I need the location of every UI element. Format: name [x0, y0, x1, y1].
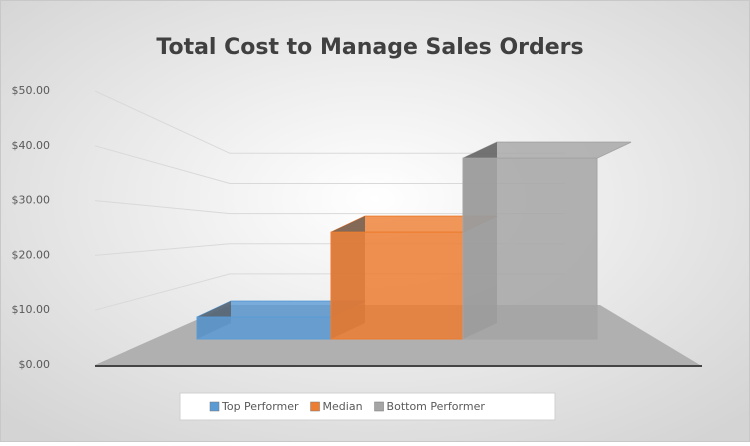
y-tick-label: $20.00: [12, 248, 51, 261]
bar: [196, 316, 332, 340]
legend-swatch: [209, 401, 220, 412]
legend: [179, 392, 556, 421]
y-tick-label: $40.00: [12, 139, 51, 152]
legend-label: Top Performer: [221, 400, 299, 413]
y-tick-label: $10.00: [12, 303, 51, 316]
legend-swatch: [374, 401, 384, 412]
legend-label: Median: [323, 400, 363, 413]
y-tick-label: $50.00: [12, 84, 51, 97]
grid-line: [94, 90, 565, 154]
legend-swatch: [310, 401, 320, 412]
bar: [330, 231, 464, 340]
chart-title: Total Cost to Manage Sales Orders: [156, 35, 583, 60]
bar: [462, 157, 598, 340]
legend-label: Bottom Performer: [387, 400, 486, 413]
y-tick-label: $0.00: [19, 358, 51, 371]
grid-line: [94, 145, 565, 184]
grid-line: [94, 200, 565, 215]
y-tick-label: $30.00: [12, 194, 51, 207]
